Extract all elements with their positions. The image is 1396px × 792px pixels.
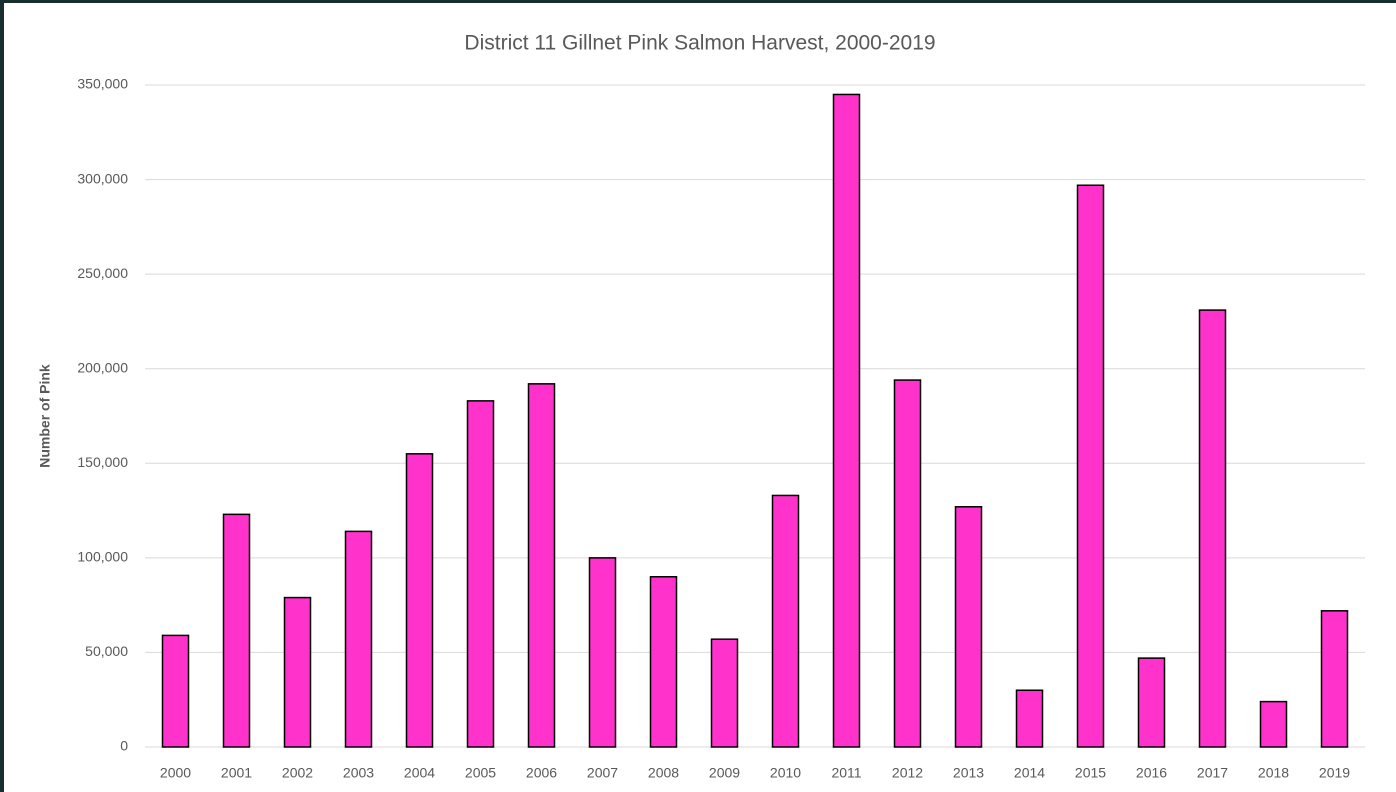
x-tick-label: 2006 <box>526 765 557 781</box>
y-tick-label: 250,000 <box>77 265 128 281</box>
bar <box>1076 184 1105 748</box>
bar <box>405 453 434 748</box>
x-tick-label: 2001 <box>221 765 252 781</box>
x-tick-label: 2019 <box>1319 765 1350 781</box>
y-tick-label: 0 <box>120 738 128 754</box>
bar <box>283 596 312 748</box>
chart-background <box>4 3 1396 792</box>
bar <box>1259 700 1288 748</box>
x-tick-label: 2016 <box>1136 765 1167 781</box>
x-tick-label: 2005 <box>465 765 496 781</box>
x-tick-label: 2014 <box>1014 765 1045 781</box>
y-tick-label: 150,000 <box>77 454 128 470</box>
x-tick-label: 2011 <box>831 765 861 781</box>
chart-title: District 11 Gillnet Pink Salmon Harvest,… <box>464 32 935 55</box>
bar <box>649 576 678 748</box>
y-tick-label: 350,000 <box>77 76 128 92</box>
x-tick-label: 2013 <box>953 765 984 781</box>
bar <box>588 557 617 748</box>
bar <box>954 506 983 748</box>
x-tick-label: 2012 <box>892 765 923 781</box>
bar <box>832 93 861 748</box>
bar <box>161 634 190 748</box>
bar <box>1015 689 1044 748</box>
bar <box>466 400 495 748</box>
bar <box>893 379 922 748</box>
x-tick-label: 2004 <box>404 765 435 781</box>
y-tick-label: 200,000 <box>77 359 128 375</box>
x-tick-label: 2009 <box>709 765 740 781</box>
x-tick-label: 2015 <box>1075 765 1106 781</box>
y-tick-label: 50,000 <box>85 643 128 659</box>
bar <box>710 638 739 748</box>
bar <box>344 530 373 748</box>
x-tick-label: 2002 <box>282 765 313 781</box>
x-tick-label: 2018 <box>1258 765 1289 781</box>
bar <box>1137 657 1166 748</box>
y-axis-label: Number of Pink <box>37 364 53 468</box>
x-tick-label: 2003 <box>343 765 374 781</box>
x-tick-label: 2010 <box>770 765 801 781</box>
bar <box>222 513 251 748</box>
x-tick-label: 2017 <box>1197 765 1228 781</box>
y-tick-label: 100,000 <box>77 549 128 565</box>
bar <box>1320 610 1349 748</box>
bar <box>527 383 556 748</box>
x-tick-label: 2008 <box>648 765 679 781</box>
y-tick-label: 300,000 <box>77 170 128 186</box>
bar <box>1198 309 1227 748</box>
bar <box>771 494 800 748</box>
x-tick-label: 2007 <box>587 765 618 781</box>
x-tick-label: 2000 <box>160 765 191 781</box>
